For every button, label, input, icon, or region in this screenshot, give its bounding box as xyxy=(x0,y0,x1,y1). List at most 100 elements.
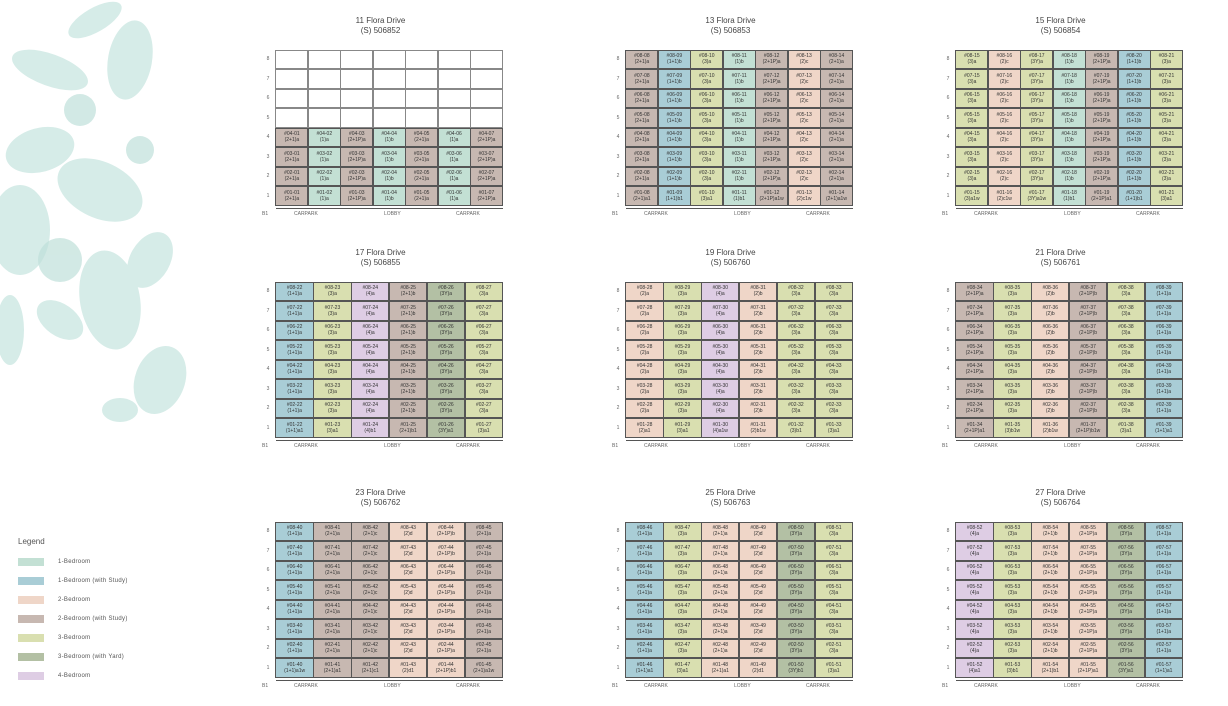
unit-number: #04-50 xyxy=(788,603,804,610)
unit-cell: #05-42 (2+1)c xyxy=(351,580,390,600)
unit-cell: #06-43 (2)d xyxy=(388,560,428,581)
empty-cell xyxy=(437,69,471,89)
unit-type-code: (3)a xyxy=(1007,349,1017,356)
unit-cell: #02-34 (2+1P)a xyxy=(955,398,994,419)
unit-type-code: (2+1)a xyxy=(325,550,340,557)
unit-number: #01-19 xyxy=(1093,189,1110,196)
unit-type-code: (2+1P)a xyxy=(762,78,781,85)
unit-type-code: (2)d xyxy=(403,648,413,655)
unit-number: #02-53 xyxy=(1004,642,1021,649)
floor-label: 4 xyxy=(266,134,270,140)
unit-cell: #02-55 (2+1P)a xyxy=(1068,638,1108,659)
floor-row: 8 #08-15 (3)a #08-16 (2)c #08-17 (3Y)a #08-18 (1… xyxy=(947,49,1183,70)
unit-cell: #05-08 (2+1)a xyxy=(625,108,659,128)
unit-type-code: (1+1)b xyxy=(1126,137,1142,144)
unit-cell: #08-51 (3)a xyxy=(814,521,853,542)
unit-cell: #08-15 (3)a xyxy=(955,49,989,70)
basement-label: B1 xyxy=(262,211,269,217)
block: 21 Flora Drive (S) 506761 8 #08-34 (2+1P)a #0… xyxy=(938,248,1183,449)
unit-type-code: (1)a xyxy=(319,137,329,144)
unit-cell: #01-50 (3Y)b1 xyxy=(776,658,816,678)
unit-cell: #08-16 (2)c xyxy=(987,49,1021,70)
legend-item: 1-Bedroom (with Study) xyxy=(18,571,128,590)
unit-cell: #03-34 (2+1P)a xyxy=(955,379,994,399)
carpark-label: CARPARK xyxy=(456,683,480,689)
unit-cell: #03-56 (3Y)a xyxy=(1106,619,1146,639)
unit-type-code: (2+1)a xyxy=(284,176,300,183)
unit-type-code: (1)b xyxy=(1064,59,1074,66)
floor-row: 7 #07-15 (3)a #07-16 (2)c #07-17 (3Y)a #07-18 (1… xyxy=(947,69,1183,90)
floor-label: 4 xyxy=(946,134,950,140)
unit-cell: #03-03 (2+1P)a xyxy=(340,147,374,167)
unit-cell: #05-43 (2)d xyxy=(388,580,428,600)
stack-table: 8 #08-15 (3)a #08-16 (2)c #08-17 (3Y)a #08-18 (1… xyxy=(942,49,1183,219)
unit-cell: #03-12 (2+1P)a xyxy=(755,147,789,167)
unit-number: #04-20 xyxy=(1126,131,1142,138)
unit-number: #06-39 xyxy=(1155,324,1172,331)
unit-cell: #07-10 (3)a xyxy=(690,69,724,89)
unit-type-code: (3)a xyxy=(829,388,839,395)
floor-row: 8 #08-52 (4)a #08-53 (3)a #08-54 (2+1)b #08-55(… xyxy=(947,521,1183,542)
unit-number: #03-46 xyxy=(636,622,653,629)
block: 27 Flora Drive (S) 506764 8 #08-52 (4)a #08-5… xyxy=(938,488,1183,689)
unit-type-code: (2)b xyxy=(753,369,763,376)
unit-type-code: (3)a xyxy=(1007,648,1017,655)
unit-number: #04-32 xyxy=(788,363,804,370)
floor-row: 3 #03-28 (2)a #03-29 (3)a #03-30 (4)a #03-31 (2)… xyxy=(617,379,853,400)
unit-type-code: (2+1P)a xyxy=(762,117,781,124)
unit-cell: #04-08 (2+1)a xyxy=(625,127,659,148)
unit-type-code: (2)b1w xyxy=(750,427,766,434)
unit-number: #08-23 xyxy=(324,285,341,292)
unit-cell: #04-47 (3)a xyxy=(663,599,702,620)
unit-cell: #05-57 (1+1)a xyxy=(1144,580,1183,600)
unit-cell: #07-12 (2+1P)a xyxy=(755,69,789,89)
floor-row: 4 #04-34 (2+1P)a #04-35 (3)a #04-36 (2)b #04-37… xyxy=(947,359,1183,380)
unit-type-code: (2+1)a xyxy=(325,648,340,655)
unit-number: #05-51 xyxy=(825,583,842,590)
unit-type-code: (1+1)a xyxy=(637,628,652,635)
unit-type-code: (2+1)a xyxy=(414,137,429,144)
unit-type-code: (2)c xyxy=(1000,137,1009,144)
floor-label: 6 xyxy=(616,327,620,333)
carpark-label: CARPARK xyxy=(644,211,668,217)
unit-type-code: (3)a xyxy=(829,310,839,317)
unit-type-code: (1+1)a xyxy=(287,310,302,317)
floor-row: 1 #01-46 (1+1)a1 #01-47 (3)a1 #01-48 (2+1)a1 #0… xyxy=(617,658,853,679)
unit-type-code: (2+1)a xyxy=(712,589,728,596)
unit-cell: #04-31 (2)b xyxy=(738,359,778,380)
unit-cell: #04-27 (3)a xyxy=(464,359,503,380)
unit-number: #03-36 xyxy=(1042,382,1059,389)
unit-type-code: (4)a xyxy=(715,330,725,337)
unit-number: #08-48 xyxy=(712,525,729,532)
unit-cell: #08-09 (1+1)b xyxy=(657,49,691,70)
unit-cell: #08-42 (2+1)c xyxy=(351,521,390,542)
unit-number: #06-25 xyxy=(400,324,416,331)
floor-label: 5 xyxy=(946,586,950,593)
unit-cell: #01-57 (1+1)a1 xyxy=(1144,658,1183,678)
unit-cell: #02-50 (3Y)a xyxy=(776,638,816,659)
unit-type-code: (2+1)a xyxy=(829,137,844,144)
unit-type-code: (4)a xyxy=(970,570,980,577)
legend-item: 2-Bedroom (with Study) xyxy=(18,609,128,628)
unit-cell: #02-41 (2+1)a xyxy=(313,638,352,659)
floor-label: 4 xyxy=(616,366,620,372)
unit-number: #04-19 xyxy=(1093,131,1110,138)
unit-number: #07-45 xyxy=(475,544,492,551)
unit-number: #05-34 xyxy=(966,343,983,350)
unit-cell: #03-51 (3)a xyxy=(814,619,853,639)
unit-type-code: (2+1)b xyxy=(400,330,416,337)
unit-type-code: (2+1P)a xyxy=(1092,156,1111,163)
floor-label: 4 xyxy=(266,366,270,372)
unit-number: #02-20 xyxy=(1126,170,1142,177)
floor-row: 8 #08-46 (1+1)a #08-47 (3)a #08-48 (2+1)a #08-4… xyxy=(617,521,853,542)
unit-type-code: (2)b xyxy=(753,388,763,395)
unit-number: #03-56 xyxy=(1118,622,1134,629)
unit-number: #01-20 xyxy=(1126,189,1142,196)
unit-cell: #07-14 (2+1)a xyxy=(819,69,853,89)
legend-swatch xyxy=(18,614,44,623)
unit-type-code: (3)a1 xyxy=(676,427,689,434)
unit-type-code: (3Y)a xyxy=(439,349,453,356)
unit-number: #02-31 xyxy=(750,402,766,409)
unit-number: #08-15 xyxy=(964,53,980,60)
unit-type-code: (2+1)b xyxy=(400,291,416,298)
